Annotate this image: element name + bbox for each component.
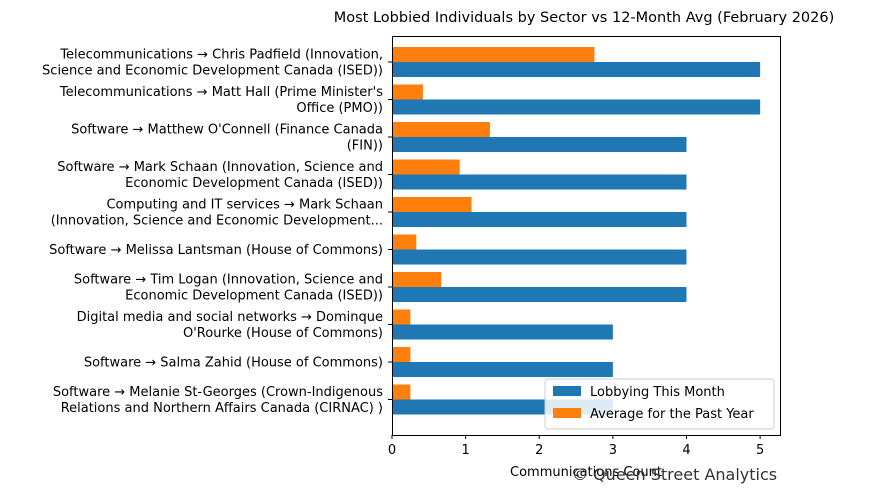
bar-avg-1 <box>392 84 423 100</box>
watermark: © Queen Street Analytics <box>572 465 778 484</box>
legend-swatch-this-month <box>553 386 581 396</box>
x-tick-labels: 0 1 2 3 4 5 <box>388 435 764 458</box>
y-tick-labels: Telecommunications → Chris Padfield (Inn… <box>42 48 392 416</box>
x-tick-label-2: 2 <box>535 443 543 458</box>
bar-avg-0 <box>392 47 595 62</box>
y-tick-label-8-0: Software → Salma Zahid (House of Commons… <box>84 356 383 371</box>
bar-avg-5 <box>392 234 417 250</box>
bar-month-3 <box>392 174 687 190</box>
legend: Lobbying This Month Average for the Past… <box>544 378 775 430</box>
y-tick-label-1-0: Telecommunications → Matt Hall (Prime Mi… <box>59 85 383 100</box>
y-tick-label-5-0: Software → Melissa Lantsman (House of Co… <box>49 243 383 258</box>
legend-label-past-year: Average for the Past Year <box>590 407 754 422</box>
legend-box <box>544 378 775 430</box>
y-tick-label-3-1: Economic Development Canada (ISED)) <box>125 176 383 191</box>
y-tick-label-2-0: Software → Matthew O'Connell (Finance Ca… <box>71 123 383 138</box>
bar-month-1 <box>392 99 761 115</box>
y-tick-label-9-0: Software → Melanie St-Georges (Crown-Ind… <box>53 385 383 400</box>
bar-avg-6 <box>392 272 442 287</box>
y-tick-label-7-1: O'Rourke (House of Commons) <box>183 326 383 341</box>
x-tick-label-3: 3 <box>609 443 617 458</box>
y-tick-label-1-1: Office (PMO)) <box>296 101 383 116</box>
bar-avg-7 <box>392 309 411 325</box>
y-tick-label-2-1: (FIN)) <box>347 139 383 154</box>
y-tick-label-0-0: Telecommunications → Chris Padfield (Inn… <box>59 48 383 63</box>
y-tick-label-9-1: Relations and Northern Affairs Canada (C… <box>61 401 383 416</box>
x-tick-label-5: 5 <box>756 443 764 458</box>
y-tick-label-6-1: Economic Development Canada (ISED)) <box>125 289 383 304</box>
bar-month-2 <box>392 137 687 152</box>
bar-month-5 <box>392 249 687 265</box>
bar-month-6 <box>392 287 687 302</box>
bar-avg-2 <box>392 122 490 137</box>
bar-month-7 <box>392 324 613 340</box>
x-tick-label-1: 1 <box>461 443 469 458</box>
bar-avg-9 <box>392 384 411 400</box>
y-tick-label-3-0: Software → Mark Schaan (Innovation, Scie… <box>57 160 383 175</box>
bar-avg-8 <box>392 347 411 362</box>
y-tick-label-4-0: Computing and IT services → Mark Schaan <box>106 198 383 213</box>
chart-title: Most Lobbied Individuals by Sector vs 12… <box>334 10 835 26</box>
x-tick-label-0: 0 <box>388 443 396 458</box>
bar-avg-4 <box>392 197 472 212</box>
y-tick-label-6-0: Software → Tim Logan (Innovation, Scienc… <box>74 273 383 288</box>
bars-group <box>392 47 761 415</box>
y-tick-label-7-0: Digital media and social networks → Domi… <box>77 310 383 325</box>
y-tick-label-0-1: Science and Economic Development Canada … <box>42 64 383 79</box>
bar-month-4 <box>392 212 687 227</box>
bar-avg-3 <box>392 159 460 175</box>
bar-month-8 <box>392 362 613 377</box>
x-tick-label-4: 4 <box>682 443 690 458</box>
plot-frame <box>392 36 781 436</box>
legend-swatch-past-year <box>553 408 581 418</box>
bar-month-0 <box>392 62 761 77</box>
y-tick-label-4-1: (Innovation, Science and Economic Develo… <box>51 214 383 229</box>
x-axis-label: Communications Count <box>510 465 662 480</box>
legend-label-this-month: Lobbying This Month <box>590 385 725 400</box>
